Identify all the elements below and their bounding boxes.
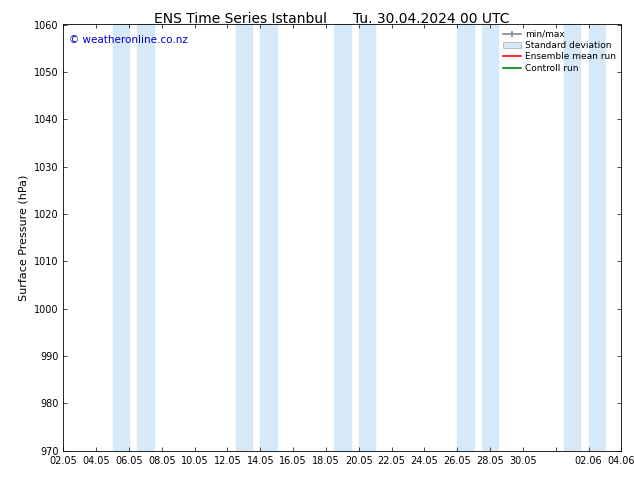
Bar <box>588 24 605 451</box>
Bar <box>482 24 498 451</box>
Legend: min/max, Standard deviation, Ensemble mean run, Controll run: min/max, Standard deviation, Ensemble me… <box>500 27 619 75</box>
Bar <box>113 24 129 451</box>
Text: ENS Time Series Istanbul: ENS Time Series Istanbul <box>155 12 327 26</box>
Bar <box>334 24 351 451</box>
Bar <box>457 24 474 451</box>
Bar <box>137 24 153 451</box>
Bar <box>564 24 580 451</box>
Bar <box>261 24 276 451</box>
Text: © weatheronline.co.nz: © weatheronline.co.nz <box>69 35 188 45</box>
Bar <box>236 24 252 451</box>
Y-axis label: Surface Pressure (hPa): Surface Pressure (hPa) <box>18 174 29 301</box>
Bar <box>359 24 375 451</box>
Text: Tu. 30.04.2024 00 UTC: Tu. 30.04.2024 00 UTC <box>353 12 509 26</box>
